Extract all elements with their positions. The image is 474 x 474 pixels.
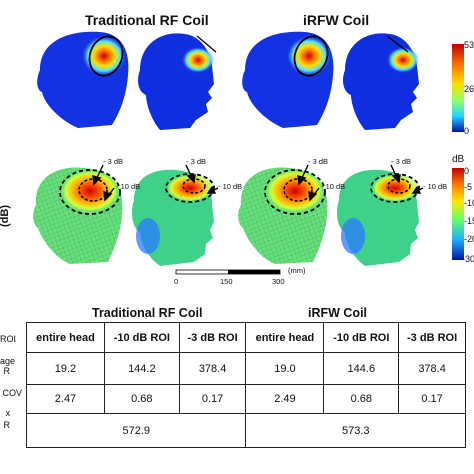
table-row-cov: 2.47 0.68 0.17 2.49 0.68 0.17 [26, 384, 466, 414]
average-trad-10db: 144.2 [103, 352, 180, 385]
scale-bar [175, 269, 281, 275]
table-header-irfw: iRFW Coil [308, 306, 368, 320]
roi-label-minus10-irfw-mesh: - 10 dB [321, 182, 346, 191]
table-row-headers: entire head -10 dB ROI -3 dB ROI entire … [26, 322, 466, 353]
average-trad-3db: 378.4 [178, 352, 247, 385]
row-label-cov: COV [2, 388, 22, 398]
cov-irfw-10db: 0.68 [323, 384, 400, 414]
head-traditional-side-db [132, 169, 215, 266]
side-label-db: (dB) [0, 205, 11, 227]
colorbar-bottom-tick-5: -5 [464, 182, 473, 192]
row-label-roi: ROI [0, 334, 17, 344]
roi-label-minus3-irfw-mesh: - 3 dB [308, 157, 329, 166]
col-header-10db-trad: -10 dB ROI [103, 322, 180, 353]
scale-tick-0: 0 [174, 277, 179, 286]
roi-label-minus3-trad-side: - 3 dB [186, 157, 207, 166]
colorbar-bottom-tick-10: -10 [464, 198, 474, 208]
cov-trad-entire: 2.47 [26, 384, 105, 414]
col-header-entire-head-trad: entire head [26, 322, 105, 353]
row-label-max-1: x [5, 408, 11, 418]
average-trad-entire: 19.2 [26, 352, 105, 385]
colorbar-bottom-tick-30: -30 [462, 254, 474, 264]
head-traditional-mesh-top [37, 31, 129, 129]
cov-trad-10db: 0.68 [103, 384, 180, 414]
max-trad: 572.9 [25, 413, 247, 448]
scale-tick-150: 150 [220, 277, 233, 286]
roi-label-minus10-trad-mesh: - 10 dB [116, 182, 141, 191]
col-header-3db-irfw: -3 dB ROI [398, 322, 466, 353]
col-header-3db-trad: -3 dB ROI [178, 322, 247, 353]
head-irfw-side-db [337, 169, 420, 266]
table-row-average: 19.2 144.2 378.4 19.0 144.6 378.4 [26, 352, 466, 385]
colorbar-bottom [452, 168, 464, 260]
sar-figure [33, 31, 464, 275]
max-irfw: 573.3 [245, 413, 466, 448]
col-header-10db-irfw: -10 dB ROI [323, 322, 400, 353]
head-traditional-mesh-db [33, 167, 123, 264]
colorbar-bottom-unit: dB [452, 154, 465, 165]
average-irfw-entire: 19.0 [245, 352, 325, 385]
roi-label-minus3-irfw-side: - 3 dB [391, 157, 412, 166]
colorbar-bottom-tick-0: 0 [464, 166, 470, 176]
colorbar-top-tick-mid: 26 [464, 84, 474, 94]
colorbar-bottom-tick-15: -15 [464, 216, 474, 226]
cov-irfw-3db: 0.17 [398, 384, 466, 414]
head-traditional-side-top [138, 33, 217, 130]
col-header-entire-head-irfw: entire head [245, 322, 325, 353]
colorbar-top [452, 44, 464, 132]
roi-label-minus3-trad-mesh: - 3 dB [103, 157, 124, 166]
scale-unit: (mm) [288, 266, 306, 275]
head-irfw-mesh-db [238, 167, 328, 264]
roi-arrows [92, 164, 424, 202]
roi-label-minus10-trad-side: - 10 dB [218, 182, 243, 191]
colorbar-top-tick-min: 0 [464, 126, 470, 136]
table-header-traditional: Traditional RF Coil [92, 306, 203, 320]
colorbar-bottom-tick-20: -20 [464, 234, 474, 244]
column-title-traditional: Traditional RF Coil [85, 12, 209, 28]
cov-irfw-entire: 2.49 [245, 384, 325, 414]
head-irfw-side-top [343, 33, 419, 130]
column-title-irfw: iRFW Coil [303, 12, 370, 28]
colorbar-top-tick-max: 53 [464, 40, 474, 50]
scale-tick-300: 300 [272, 277, 285, 286]
cov-trad-3db: 0.17 [178, 384, 247, 414]
row-label-max-2: R [3, 420, 11, 430]
average-irfw-3db: 378.4 [398, 352, 466, 385]
results-table: entire head -10 dB ROI -3 dB ROI entire … [25, 322, 466, 448]
average-irfw-10db: 144.6 [323, 352, 400, 385]
table-row-max: 572.9 573.3 [25, 413, 466, 448]
head-irfw-mesh-top [242, 31, 334, 129]
row-label-average-2: R [3, 366, 11, 376]
roi-label-minus10-irfw-side: - 10 dB [423, 182, 448, 191]
row-label-average-1: age [0, 356, 16, 366]
